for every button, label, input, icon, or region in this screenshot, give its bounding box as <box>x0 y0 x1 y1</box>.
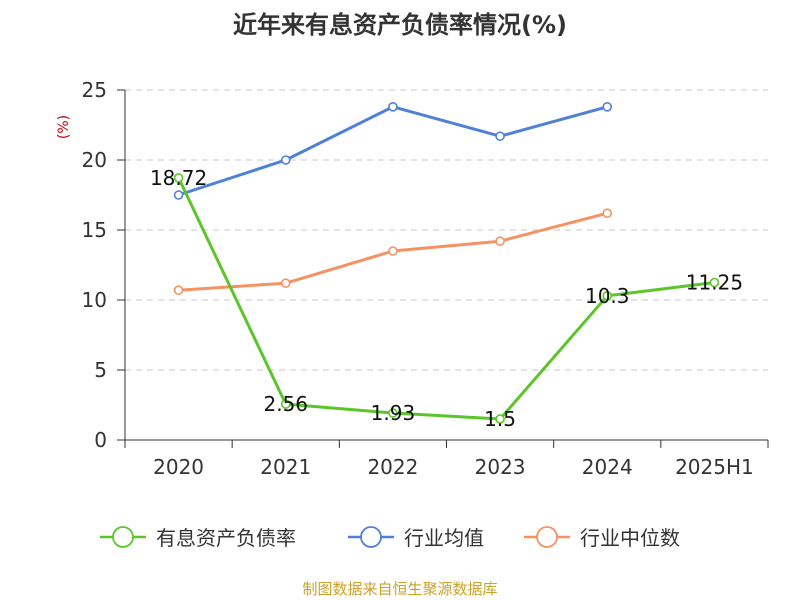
series-2 <box>173 208 613 296</box>
data-point[interactable] <box>602 102 613 112</box>
series-line <box>178 105 608 197</box>
data-point[interactable] <box>495 414 505 424</box>
data-label: 11.25 <box>686 271 743 295</box>
data-point[interactable] <box>173 173 184 183</box>
legend-marker <box>536 526 558 548</box>
data-label: 1.5 <box>484 407 516 431</box>
data-point[interactable] <box>495 131 505 141</box>
data-label: 1.93 <box>371 401 416 425</box>
x-tick-label: 2024 <box>582 455 633 479</box>
data-label: 10.3 <box>585 284 630 308</box>
series-1 <box>173 102 613 200</box>
grid-lines <box>125 89 768 371</box>
legend-item-0[interactable]: 有息资产负债率 <box>100 526 296 550</box>
y-tick-label: 15 <box>82 218 107 242</box>
source-note: 制图数据来自恒生聚源数据库 <box>302 580 497 598</box>
legend-label: 行业均值 <box>404 526 484 550</box>
legend-item-2[interactable]: 行业中位数 <box>524 526 680 550</box>
x-tick-label: 2020 <box>153 455 204 479</box>
series-0 <box>173 173 720 424</box>
series-line <box>177 177 715 421</box>
legend: 有息资产负债率 行业均值 行业中位数 <box>100 526 680 550</box>
data-point[interactable] <box>388 246 398 256</box>
axes: 0 5 10 15 20 25 2020 2021 2022 2023 2024 2025H1 <box>82 78 769 479</box>
data-point[interactable] <box>495 236 505 246</box>
data-point[interactable] <box>173 190 184 200</box>
data-labels: 18.72 2.56 1.93 1.5 10.3 11.25 <box>150 166 743 431</box>
chart-title: 近年来有息资产负债率情况(%) <box>233 11 567 39</box>
legend-marker <box>360 526 382 548</box>
legend-label: 行业中位数 <box>580 526 680 550</box>
data-label: 2.56 <box>263 392 308 416</box>
data-point[interactable] <box>280 155 291 165</box>
y-tick-label: 10 <box>82 288 107 312</box>
data-point[interactable] <box>709 277 720 288</box>
data-point[interactable] <box>173 285 184 296</box>
y-tick-label: 5 <box>94 358 107 382</box>
y-tick-label: 0 <box>94 428 107 452</box>
data-point[interactable] <box>280 278 291 289</box>
data-label: 18.72 <box>150 166 207 190</box>
data-point[interactable] <box>602 208 613 218</box>
data-point[interactable] <box>280 399 291 409</box>
y-tick-label: 25 <box>82 78 107 102</box>
x-tick-label: 2023 <box>475 455 526 479</box>
x-tick-label: 2025H1 <box>675 455 754 479</box>
y-tick-label: 20 <box>82 148 107 172</box>
x-tick-label: 2021 <box>260 455 311 479</box>
data-point[interactable] <box>602 290 613 301</box>
legend-item-1[interactable]: 行业均值 <box>348 526 484 550</box>
data-point[interactable] <box>388 408 398 418</box>
series-group <box>173 102 720 424</box>
x-tick-label: 2022 <box>367 455 418 479</box>
data-point[interactable] <box>388 102 398 112</box>
y-axis-label: (%) <box>56 115 72 139</box>
legend-marker <box>112 526 134 548</box>
legend-label: 有息资产负债率 <box>156 526 296 550</box>
